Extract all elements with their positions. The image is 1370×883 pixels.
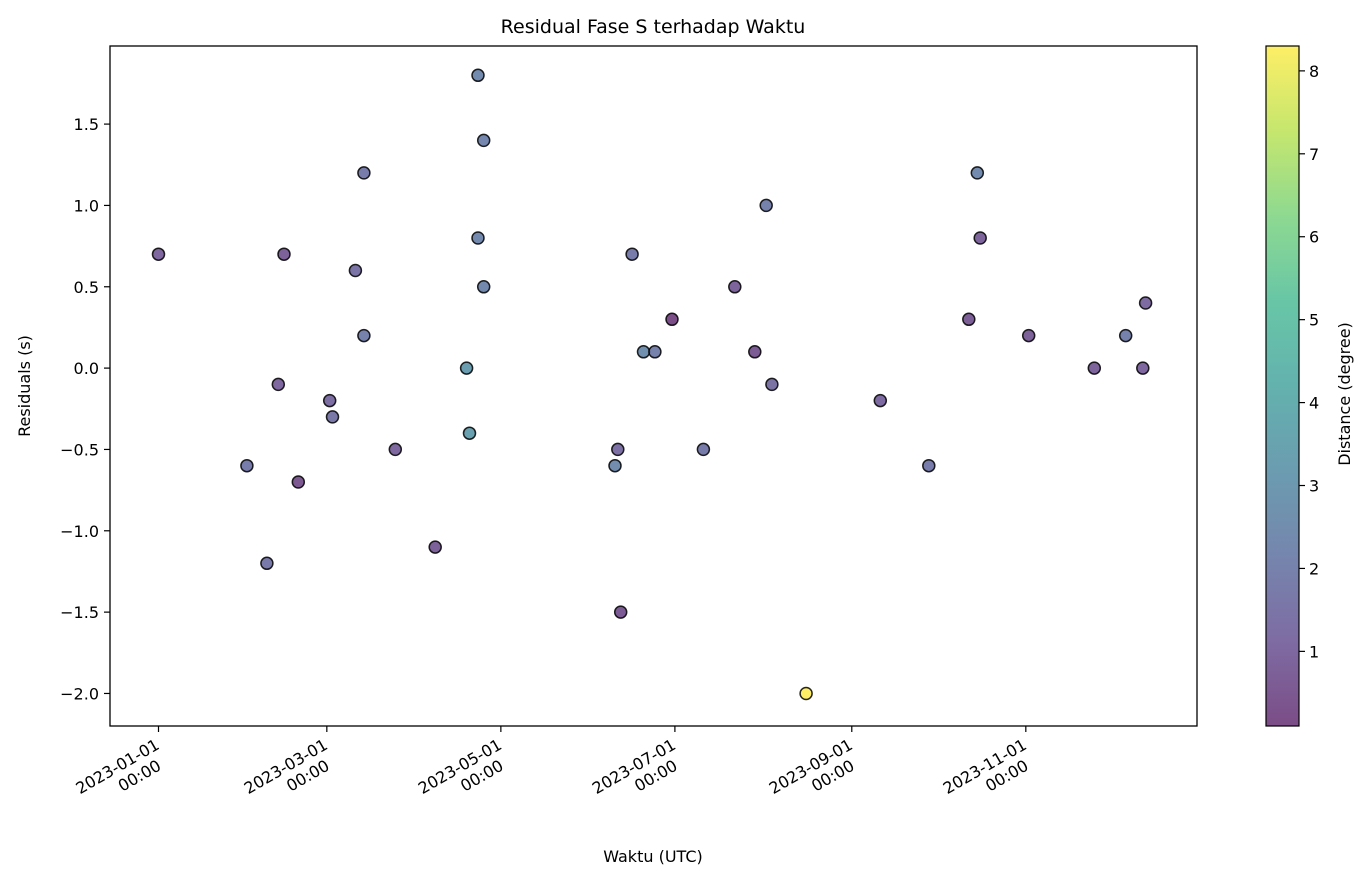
chart-title: Residual Fase S terhadap Waktu [501,16,806,38]
data-point [277,247,291,261]
data-point [625,247,639,261]
colorbar [1265,45,1300,727]
data-point [271,377,286,392]
y-tick-label: 0.5 [74,278,99,297]
data-point [765,377,779,392]
data-point [748,345,762,359]
colorbar-tick-label: 1 [1309,642,1319,661]
data-point [1138,296,1153,310]
colorbar-tick-label: 3 [1309,477,1319,496]
y-tick-label: −1.5 [60,603,99,622]
data-point [922,458,936,473]
data-point [357,166,371,180]
data-point [325,410,340,424]
plot-frame [109,45,1198,727]
data-point [1136,361,1150,375]
colorbar-tick-label: 5 [1309,311,1319,330]
data-point [240,458,254,473]
y-axis: 1.5 1.0 0.5 0.0 −0.5 −1.0 −1.5 −2.0 [60,115,110,703]
colorbar-axis: 1 2 3 4 5 6 7 8 [1299,62,1319,661]
data-point [1118,328,1133,343]
colorbar-tick-label: 2 [1309,559,1319,578]
colorbar-tick-label: 8 [1309,62,1319,81]
colorbar-label: Distance (degree) [1335,322,1354,466]
data-point [459,361,474,375]
points-layer [151,68,1153,701]
x-axis-label: Waktu (UTC) [603,847,703,866]
data-point [613,605,628,619]
data-point [759,198,773,213]
data-point [471,68,485,83]
data-point [462,426,477,440]
colorbar-tick-label: 7 [1309,145,1319,164]
data-point [696,442,711,457]
y-tick-label: 1.0 [74,196,99,215]
y-tick-label: −1.0 [60,522,99,541]
colorbar-tick-label: 4 [1309,394,1319,413]
data-point [428,540,442,554]
data-point [357,328,371,343]
data-point [611,442,625,457]
y-tick-label: −2.0 [60,684,99,703]
data-point [291,475,306,489]
y-tick-label: 0.0 [74,359,99,378]
data-point [970,166,985,180]
data-point [151,247,166,261]
data-point [665,312,679,327]
data-point [799,686,813,701]
data-point [476,280,491,294]
data-point [471,231,485,245]
data-point [1021,328,1036,343]
data-point [962,312,976,327]
data-point [348,263,363,278]
y-axis-label: Residuals (s) [15,335,34,437]
data-point [260,556,274,571]
data-point [636,345,651,359]
data-point [873,393,888,408]
y-tick-label: −0.5 [60,440,99,459]
data-point [1087,361,1102,375]
data-point [973,231,987,245]
data-point [648,345,662,359]
data-point [388,442,403,457]
data-point [728,280,742,294]
colorbar-tick-label: 6 [1309,228,1319,247]
data-point [608,458,622,473]
y-tick-label: 1.5 [74,115,99,134]
data-point [476,133,491,148]
data-point [322,393,337,408]
